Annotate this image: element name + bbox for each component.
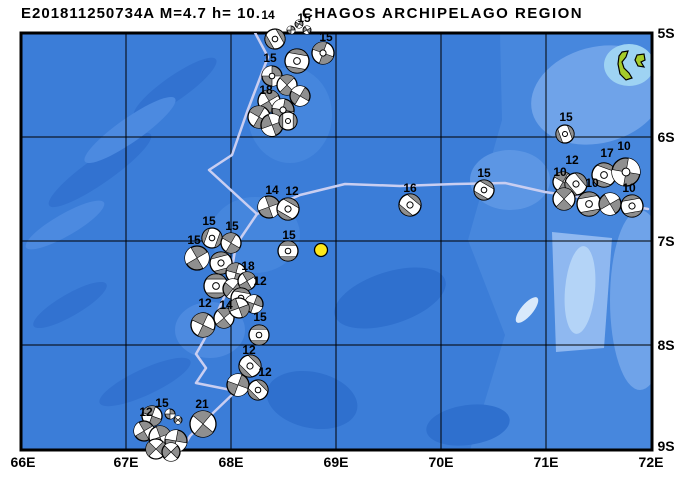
depth-label: 15 [559,110,573,124]
focal-mechanism [257,195,281,219]
depth-label: 18 [259,83,273,97]
lon-tick-label: 67E [114,454,139,470]
focal-mechanism [294,19,304,29]
depth-label: 10 [617,139,631,153]
focal-mechanism [220,232,242,254]
depth-label: 12 [139,405,153,419]
depth-label: 15 [477,166,491,180]
focal-mechanism [398,193,422,217]
depth-label: 15 [263,51,277,65]
focal-mechanism [620,194,644,218]
focal-mechanism [289,85,311,107]
depth-label: 15 [253,310,267,324]
depth-label: 12 [565,153,579,167]
focal-mechanism [248,324,270,346]
depth-label: 15 [282,228,296,242]
focal-mechanism [213,307,235,329]
focal-mechanism [552,187,576,211]
focal-mechanism [284,48,310,74]
depth-label: 12 [242,343,256,357]
focal-mechanism [264,28,286,50]
lat-tick-label: 9S [657,438,674,454]
depth-label: 10 [553,165,567,179]
focal-mechanism [161,442,181,462]
focal-mechanism [247,379,269,401]
focal-mechanism [611,157,641,187]
depth-label: 14 [261,8,275,22]
focal-mechanism [311,41,335,65]
lon-tick-label: 66E [11,454,36,470]
focal-mechanism [238,354,262,378]
map-border [19,31,654,452]
depth-label: 17 [600,146,614,160]
lon-tick-label: 70E [429,454,454,470]
depth-label: 21 [195,397,209,411]
focal-mechanism [278,111,298,131]
depth-label: 14 [265,183,279,197]
focal-mechanism [203,273,229,299]
figure-title-region: CHAGOS ARCHIPELAGO REGION [302,5,584,22]
depth-label: 16 [403,181,417,195]
focal-mechanism [190,312,216,338]
depth-label: 15 [225,219,239,233]
focal-mechanism [277,240,299,262]
lat-tick-label: 8S [657,337,674,353]
depth-label: 10 [585,176,599,190]
focal-mechanism [598,192,622,216]
focal-mechanism [576,191,602,217]
depth-label: 12 [253,274,267,288]
focal-mechanism [237,271,257,291]
focal-mechanism [261,65,283,87]
depth-label: 15 [297,11,311,25]
focal-mechanism [184,245,210,271]
depth-label: 10 [622,181,636,195]
lat-tick-label: 6S [657,129,674,145]
lon-tick-label: 72E [639,454,664,470]
figure-title: E201811250734A M=4.7 h= 10. [21,5,261,22]
depth-label: 12 [258,365,272,379]
lon-tick-label: 68E [219,454,244,470]
focal-mechanism [276,197,300,221]
depth-label: 12 [198,296,212,310]
depth-label: 15 [155,396,169,410]
focal-mechanism [173,415,183,425]
focal-mechanism [302,25,312,35]
lat-tick-label: 7S [657,233,674,249]
focal-mechanism [286,25,296,35]
depth-label: 15 [187,233,201,247]
focal-mechanism [164,408,176,420]
depth-label: 18 [241,259,255,273]
lat-tick-label: 5S [657,25,674,41]
focal-mechanism [189,410,217,438]
lon-tick-label: 71E [534,454,559,470]
depth-label: 15 [319,30,333,44]
focal-mechanism [228,297,250,319]
focal-mechanism [555,124,575,144]
focal-mechanism [473,179,495,201]
epicenter-marker [313,242,329,258]
depth-label: 12 [285,184,299,198]
depth-label: 15 [202,214,216,228]
lon-tick-label: 69E [324,454,349,470]
depth-label: 14 [219,298,233,312]
